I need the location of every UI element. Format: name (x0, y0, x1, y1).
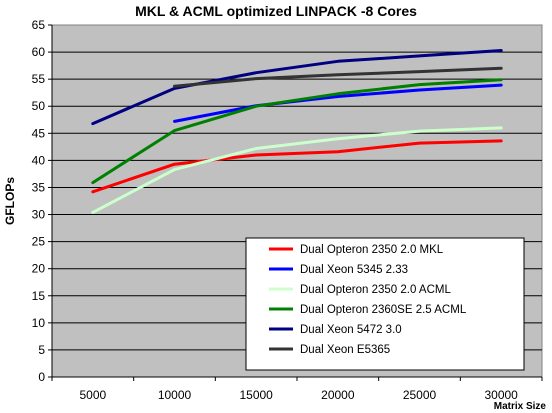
series-line (173, 66, 503, 88)
chart-title: MKL & ACML optimized LINPACK -8 Cores (135, 3, 417, 19)
x-tick-label: 5000 (79, 388, 106, 402)
y-tick-label: 50 (32, 99, 46, 113)
x-tick-label: 30000 (484, 388, 518, 402)
legend-label: Dual Opteron 2360SE 2.5 ACML (300, 304, 467, 316)
x-axis-ticks: 5000 10000 15000 20000 25000 30000 (51, 25, 543, 402)
y-tick-label: 40 (32, 153, 46, 167)
y-tick-label: 5 (38, 343, 45, 357)
y-tick-label: 60 (32, 45, 46, 59)
legend-label: Dual Opteron 2350 2.0 ACML (300, 284, 451, 296)
series-line (91, 126, 503, 214)
y-tick-label: 0 (38, 370, 45, 384)
x-tick-label: 15000 (239, 388, 273, 402)
legend-label: Dual Xeon 5345 2.33 (300, 264, 408, 276)
y-tick-label: 20 (32, 262, 46, 276)
series-line (173, 83, 503, 123)
x-tick-label: 10000 (158, 388, 192, 402)
series-line (91, 139, 503, 194)
legend: Dual Opteron 2350 2.0 MKL Dual Xeon 5345 … (245, 237, 525, 371)
y-tick-label: 15 (32, 289, 46, 303)
y-tick-label: 35 (32, 180, 46, 194)
x-tick-label: 25000 (403, 388, 437, 402)
legend-label: Dual Xeon 5472 3.0 (300, 324, 402, 336)
x-tick-label: 20000 (321, 388, 355, 402)
y-tick-label: 55 (32, 72, 46, 86)
x-axis-title: Matrix Size (494, 401, 547, 412)
y-tick-label: 30 (32, 208, 46, 222)
y-axis-title: GFLOPs (3, 177, 17, 225)
series-lines (91, 49, 503, 214)
y-tick-label: 25 (32, 235, 46, 249)
y-tick-label: 65 (32, 18, 46, 32)
y-tick-label: 10 (32, 316, 46, 330)
series-line (91, 49, 503, 126)
legend-label: Dual Xeon E5365 (300, 344, 390, 356)
series-line (91, 78, 503, 185)
y-axis-ticks: 0 5 10 15 20 25 30 35 40 45 50 55 60 65 (32, 18, 52, 384)
legend-label: Dual Opteron 2350 2.0 MKL (300, 244, 444, 256)
y-tick-label: 45 (32, 126, 46, 140)
